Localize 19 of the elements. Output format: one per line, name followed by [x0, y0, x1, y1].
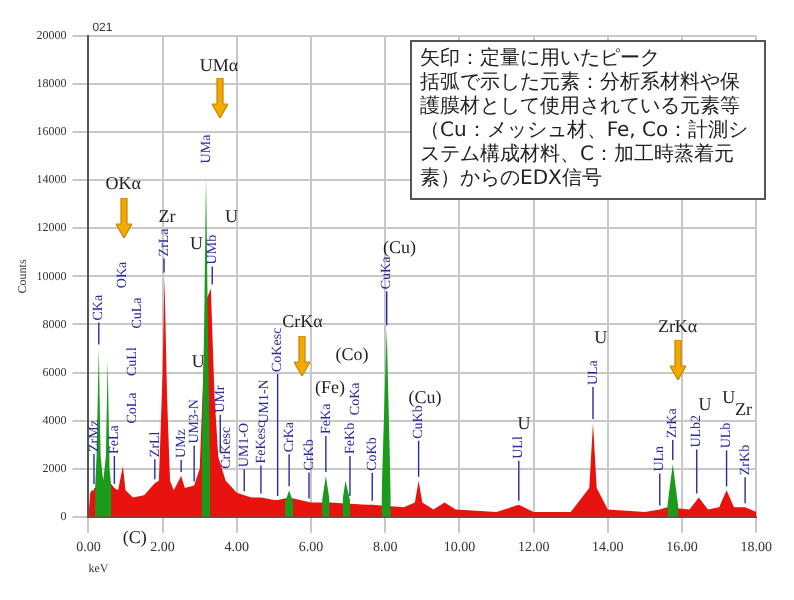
annotation: U [722, 386, 737, 407]
annotation: OKα [105, 173, 142, 194]
annotation: U [189, 232, 204, 253]
annotation: CrKα [282, 310, 324, 331]
annotation: U [594, 327, 609, 348]
annotation: U [517, 412, 532, 433]
annotation: U [698, 393, 713, 414]
text: (C) [122, 526, 147, 547]
annotation: (Cu) [382, 237, 416, 258]
annotation: ZrKα [657, 315, 698, 336]
annotation: (Co) [335, 343, 369, 364]
annotation: (Fe) [315, 377, 345, 398]
annotation: UMα [199, 54, 239, 75]
annotation: U [224, 206, 239, 227]
annotation: 矢印：定量に用いたピーク [420, 48, 662, 71]
annotation: Zr [735, 398, 753, 419]
annotation: 括弧で示した元素：分析系材料や保護膜材として使用されている元素等（Cu：メッシュ材、Fe, Co：計測システム構成材料、C：加工時蒸着元素）からのEDX信号 [420, 72, 751, 192]
annotation: (Cu) [408, 386, 442, 407]
annotation: Zr [158, 206, 176, 227]
